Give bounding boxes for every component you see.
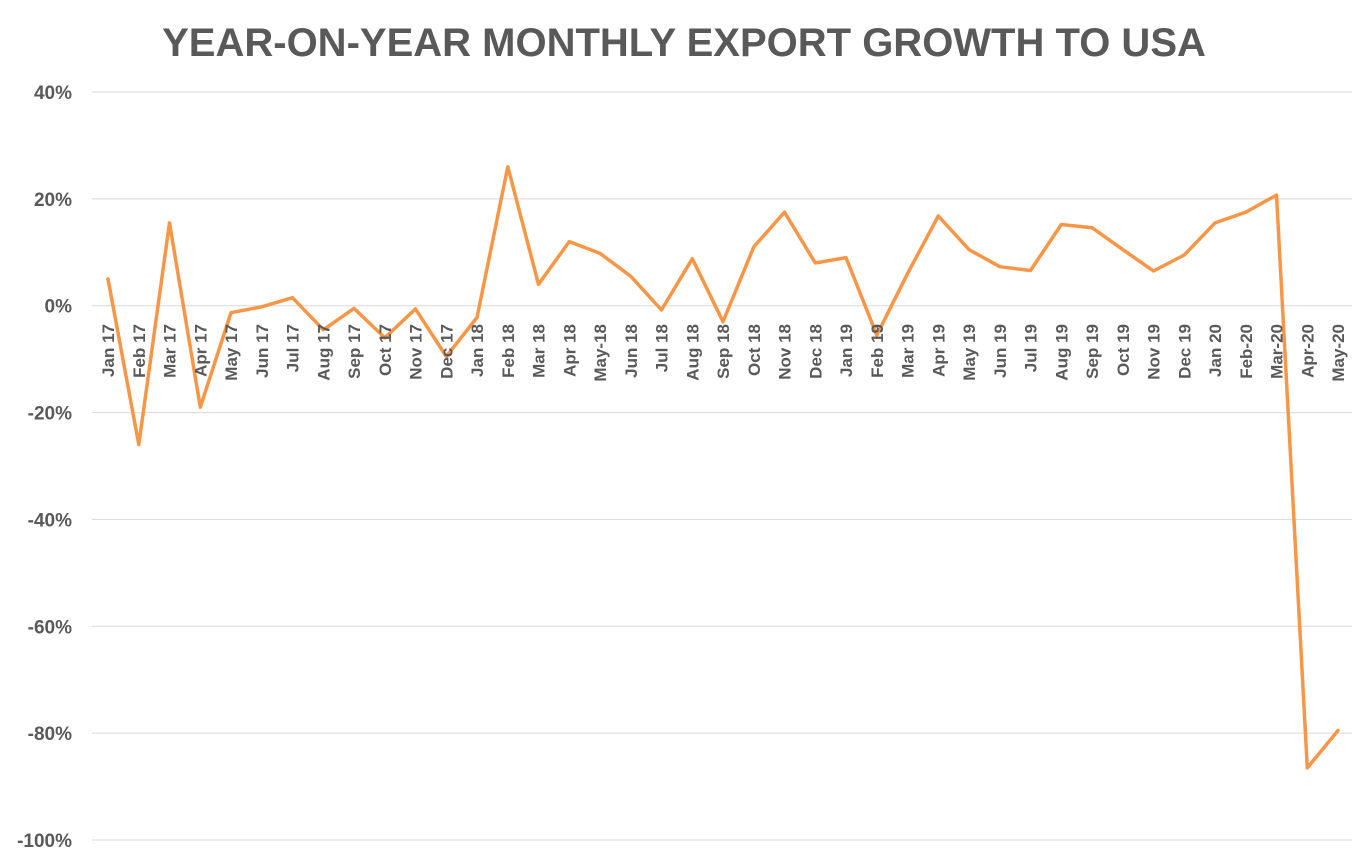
x-tick-label: Aug 18 — [683, 324, 702, 381]
x-tick-label: Jan 20 — [1206, 324, 1225, 377]
x-tick-label: Sep 19 — [1083, 324, 1102, 379]
x-tick-label: Feb 18 — [499, 324, 518, 378]
y-tick-label: 20% — [34, 190, 72, 211]
x-tick-label: Aug 17 — [314, 324, 333, 381]
x-tick-label: Dec 19 — [1175, 324, 1194, 379]
x-tick-label: Jan 18 — [468, 324, 487, 377]
y-tick-label: -100% — [17, 831, 72, 852]
series-line — [106, 165, 1340, 770]
y-tick-label: -60% — [28, 617, 72, 638]
x-tick-label: Jun 17 — [253, 324, 272, 378]
x-tick-label: Sep 17 — [345, 324, 364, 379]
x-tick-label: Jun 19 — [991, 324, 1010, 378]
series-line-layer — [106, 165, 1340, 770]
x-axis-ticks: Jan 17 Feb 17 Mar 17 Apr 17 May 17 Jun 17 Jul … — [99, 324, 1348, 382]
x-tick-label: Feb 19 — [868, 324, 887, 378]
gridlines — [92, 91, 1352, 841]
x-tick-label: Jul 17 — [284, 324, 303, 372]
x-tick-label: Apr 17 — [191, 324, 210, 377]
x-tick-label: Mar 17 — [161, 324, 180, 378]
x-tick-label: Oct 17 — [376, 324, 395, 376]
x-tick-label: Jan 17 — [99, 324, 118, 377]
x-tick-label: Nov 17 — [407, 324, 426, 380]
y-axis-ticks: 40% 20% 0% -20% -40% -60% -80% -100% — [17, 83, 72, 852]
x-tick-label: Apr-20 — [1298, 324, 1317, 378]
x-tick-label: Mar 19 — [899, 324, 918, 378]
x-tick-label: Jan 19 — [837, 324, 856, 377]
y-tick-label: -20% — [28, 404, 72, 425]
x-tick-label: Feb 17 — [130, 324, 149, 378]
x-tick-label: Sep 18 — [714, 324, 733, 379]
y-tick-label: 40% — [34, 83, 72, 104]
x-tick-label: Dec 18 — [806, 324, 825, 379]
x-tick-label: Nov 18 — [776, 324, 795, 380]
x-tick-label: May 17 — [222, 324, 241, 381]
y-tick-label: -40% — [28, 510, 72, 531]
x-tick-label: Oct 19 — [1114, 324, 1133, 376]
x-tick-label: Jun 18 — [622, 324, 641, 378]
x-tick-label: Apr 19 — [929, 324, 948, 377]
x-tick-label: Oct 18 — [745, 324, 764, 376]
x-tick-label: Jul 18 — [653, 324, 672, 372]
x-tick-label: Dec 17 — [437, 324, 456, 379]
x-tick-label: Feb-20 — [1237, 324, 1256, 379]
x-tick-label: Nov 19 — [1145, 324, 1164, 380]
x-tick-label: May-20 — [1329, 324, 1348, 382]
x-tick-label: May 19 — [960, 324, 979, 381]
x-tick-label: Mar 18 — [530, 324, 549, 378]
y-tick-label: 0% — [45, 297, 73, 318]
y-tick-label: -80% — [28, 724, 72, 745]
chart-title: YEAR-ON-YEAR MONTHLY EXPORT GROWTH TO US… — [162, 21, 1206, 65]
x-tick-label: Apr 18 — [560, 324, 579, 377]
x-tick-label: May-18 — [591, 324, 610, 382]
x-tick-label: Mar-20 — [1268, 324, 1287, 379]
x-tick-label: Aug 19 — [1052, 324, 1071, 381]
x-tick-label: Jul 19 — [1022, 324, 1041, 372]
